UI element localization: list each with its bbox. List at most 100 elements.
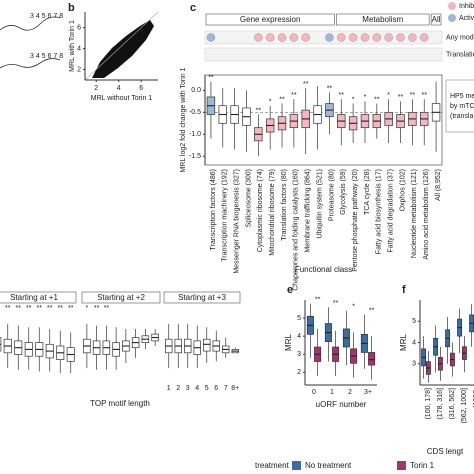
group-header: [205, 13, 335, 26]
panel-title: Starting at +1: [10, 293, 58, 302]
legend-label: No treatment: [305, 461, 352, 470]
category-label: Messenger RNA biogenesis (327): [233, 169, 240, 274]
category-label: Glycolysis (59): [340, 169, 347, 215]
significance: *: [387, 92, 390, 99]
panel-title: Starting at +3: [178, 293, 226, 302]
significance: **: [279, 96, 285, 103]
category-label: Mitochondrial ribosome (79): [269, 169, 276, 256]
row-label: Any mode: [446, 34, 474, 41]
significance: **: [374, 96, 380, 103]
x-tick-label: (562, 1000]: [461, 388, 468, 423]
legend-swatch: [397, 461, 406, 470]
significance: **: [256, 107, 262, 114]
fragment-line: [0, 58, 61, 69]
group-label: All: [432, 15, 441, 24]
significance: *: [269, 99, 272, 106]
fragment-text: 3 4 5 6 7 8: [30, 13, 63, 20]
y-tick-label: 4: [77, 45, 81, 52]
legend-label: Inhib: [459, 3, 474, 10]
legend-swatch: [292, 461, 301, 470]
x-tick-label: 4: [117, 85, 121, 92]
x-tick-label: (316, 562]: [449, 388, 456, 420]
category-label: Nucleotide metabolism (121): [411, 169, 418, 258]
significance: **: [16, 305, 22, 312]
significance: **: [339, 92, 345, 99]
diagonal: [84, 11, 159, 81]
significance: **: [26, 305, 32, 312]
legend-dot: [448, 14, 456, 22]
fragment-line: [0, 16, 61, 31]
group-header: [430, 13, 442, 26]
mode-dot: [372, 33, 382, 42]
side-text: HP5 me: [450, 93, 474, 100]
y-tick-label: 4: [297, 333, 301, 340]
x-axis-label: TOP motif length: [90, 399, 150, 408]
mode-dot: [420, 33, 429, 42]
significance: **: [47, 305, 53, 312]
group-header: [336, 13, 430, 26]
x-tick-label: 6: [214, 385, 218, 392]
x-tick-label: 4: [195, 385, 199, 392]
fragment-text: 3 4 5 6 7 8: [30, 53, 63, 60]
significance: **: [104, 305, 110, 312]
y-axis-label: MRL: [284, 334, 293, 351]
y-tick-label: 2: [77, 66, 81, 73]
x-tick-label: 1: [330, 389, 334, 396]
x-axis-label: uORF number: [316, 400, 367, 409]
y-tick-label: 2: [297, 369, 301, 376]
y-tick-label: 3: [412, 361, 416, 368]
panel-letter: c: [190, 2, 196, 14]
legend-title: treatment: [255, 461, 290, 470]
panel-header: [163, 291, 241, 304]
mode-dot: [325, 33, 334, 42]
annotation-row: [204, 47, 443, 62]
group-label: Gene expression: [240, 15, 300, 24]
significance: **: [58, 305, 64, 312]
panel-letter: b: [68, 2, 75, 14]
significance: **: [208, 74, 214, 81]
x-tick-label: 5: [205, 385, 209, 392]
x-axis-label: MRL without Torin 1: [91, 95, 153, 102]
significance: **: [369, 307, 375, 314]
y-tick-label: 5: [412, 318, 416, 325]
x-tick-label: 3: [186, 385, 190, 392]
x-tick-label: 0: [312, 389, 316, 396]
significance: **: [398, 94, 404, 101]
side-box: [445, 79, 474, 133]
significance: **: [68, 305, 74, 312]
x-tick-label: 2: [94, 85, 98, 92]
x-tick-label: 1: [167, 385, 171, 392]
legend-label: Torin 1: [410, 461, 435, 470]
mode-dot: [396, 33, 405, 42]
x-tick-label: 2: [176, 385, 180, 392]
side-text: (transla: [450, 113, 473, 120]
x-axis-label: Functional class: [295, 265, 352, 274]
category-label: Oxphos (102): [399, 169, 406, 211]
legend-label: Activ: [459, 15, 474, 22]
y-tick-label: 0.0: [191, 87, 201, 94]
significance: *: [86, 305, 89, 312]
x-tick-label: (1000,: [473, 388, 474, 408]
category-label: Pentose phosphate pathway (20): [352, 169, 359, 272]
significance: **: [37, 305, 43, 312]
significance: **: [333, 300, 339, 307]
mode-dot: [301, 33, 310, 42]
group-label: Metabolism: [362, 15, 403, 24]
significance: **: [421, 92, 427, 99]
y-tick-label: -1.0: [189, 131, 201, 138]
x-tick-label: 3+: [364, 389, 372, 396]
significance: **: [410, 92, 416, 99]
y-tick-label: 3: [297, 351, 301, 358]
significance: *: [364, 94, 367, 101]
category-label: Translation factors (80): [281, 169, 288, 241]
significance: **: [327, 85, 333, 92]
category-label: Proteasome (80): [328, 169, 335, 221]
x-tick-label: (178, 316]: [437, 388, 444, 420]
x-tick-label: 6: [139, 85, 143, 92]
significance: *: [352, 304, 355, 311]
x-tick-label: 2: [348, 389, 352, 396]
panel-letter: e: [287, 284, 293, 296]
scatter-cloud: [92, 20, 154, 78]
y-tick-label: -1.5: [189, 153, 201, 160]
